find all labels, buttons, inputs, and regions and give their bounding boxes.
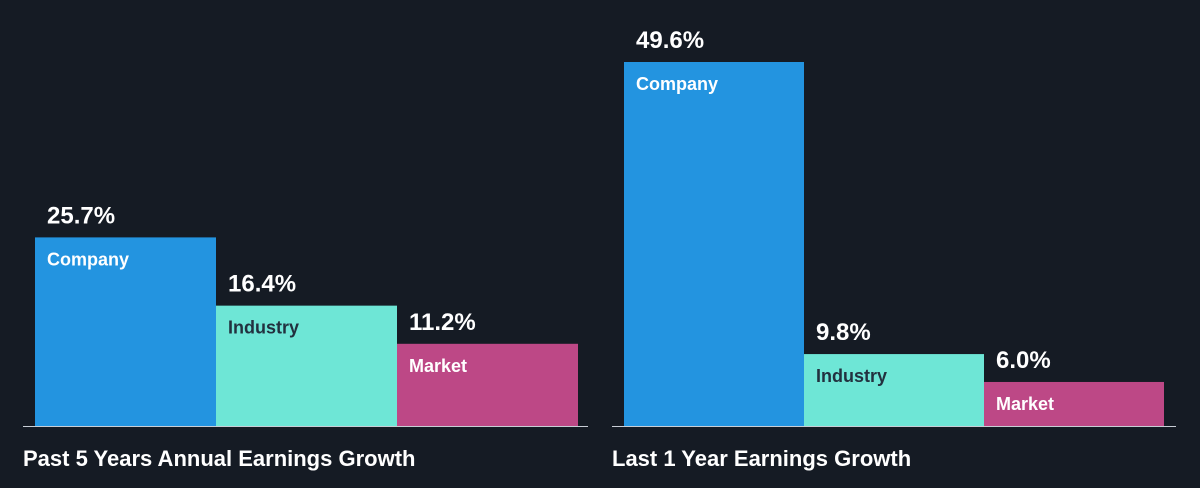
one-year-bar-industry	[804, 354, 984, 426]
five-year-value-label-market: 11.2%	[409, 309, 476, 336]
one-year-category-label-company: Company	[636, 74, 718, 94]
five-year-category-label-company: Company	[47, 249, 129, 269]
five-year-value-label-industry: 16.4%	[228, 271, 296, 298]
one-year-bar-company	[624, 62, 804, 426]
five-year-category-label-industry: Industry	[228, 318, 299, 338]
one-year-value-label-company: 49.6%	[636, 27, 704, 54]
one-year-category-label-market: Market	[996, 394, 1054, 414]
one-year-value-label-industry: 9.8%	[816, 319, 871, 346]
five-year-bar-industry	[216, 305, 397, 426]
five-year-chart-title: Past 5 Years Annual Earnings Growth	[23, 446, 415, 471]
five-year-value-label-company: 25.7%	[47, 202, 115, 229]
five-year-category-label-market: Market	[409, 356, 467, 376]
one-year-bar-market	[984, 381, 1164, 426]
one-year-value-label-market: 6.0%	[996, 347, 1051, 374]
one-year-chart-title: Last 1 Year Earnings Growth	[612, 446, 911, 471]
five-year-bar-company	[35, 237, 216, 426]
five-year-bar-market	[397, 343, 578, 426]
one-year-category-label-industry: Industry	[816, 366, 887, 386]
